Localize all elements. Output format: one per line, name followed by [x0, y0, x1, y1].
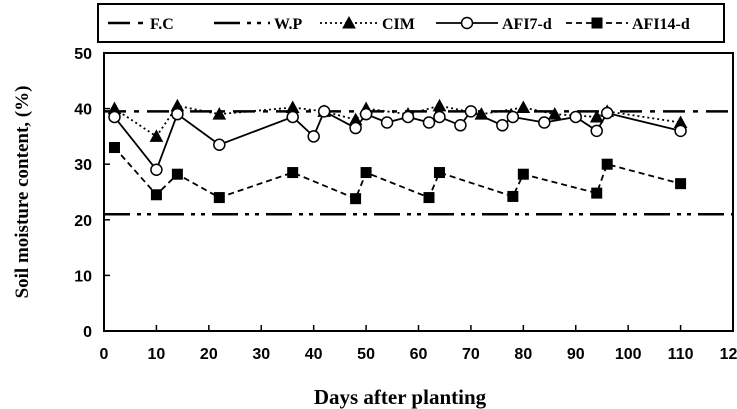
legend-item: W.P [214, 16, 303, 33]
data-point [464, 105, 478, 118]
data-point [150, 163, 163, 177]
x-tick-label: 60 [410, 346, 428, 363]
x-tick-label: 0 [100, 346, 109, 363]
legend-marker [591, 17, 603, 29]
data-point [108, 142, 120, 154]
data-point [454, 119, 467, 132]
data-point [601, 158, 613, 170]
data-point [359, 107, 373, 121]
y-axis: 0 10 20 30 40 50 [74, 46, 110, 341]
x-tick-label: 20 [200, 346, 218, 363]
data-point [150, 189, 162, 201]
data-point [675, 178, 687, 190]
data-point [171, 107, 184, 121]
data-point [349, 121, 362, 135]
legend-label: W.P [274, 16, 303, 33]
data-point [591, 187, 603, 199]
data-point [350, 193, 362, 205]
series-afi14-d [108, 142, 687, 205]
data-point [287, 167, 299, 179]
y-tick-label: 50 [74, 46, 92, 63]
x-tick-label: 120 [720, 346, 737, 363]
y-tick-label: 40 [74, 102, 92, 119]
legend-label: AFI14-d [632, 16, 690, 33]
data-point [590, 124, 603, 138]
x-tick-label: 10 [148, 346, 166, 363]
legend-label: AFI7-d [502, 16, 552, 33]
x-axis: 0 10 20 30 40 50 60 70 80 90 100 110 120 [100, 325, 737, 363]
x-tick-label: 80 [514, 346, 532, 363]
data-point [674, 124, 687, 138]
data-series [104, 98, 733, 216]
legend-item: CIM [320, 15, 415, 33]
data-point [507, 190, 519, 202]
x-tick-label: 70 [462, 346, 480, 363]
series-line [113, 146, 681, 200]
legend-item: F.C [108, 16, 174, 33]
x-tick-label: 40 [305, 346, 323, 363]
legend: F.C W.P CIM AFI7-d AFI14-d [108, 15, 690, 33]
plot-area [103, 52, 734, 332]
data-point [547, 107, 562, 120]
legend-marker [342, 15, 356, 29]
legend-marker [460, 16, 474, 30]
data-point [496, 119, 509, 132]
data-point [433, 110, 446, 124]
data-point [286, 110, 299, 124]
legend-item: AFI7-d [436, 16, 552, 33]
data-point [317, 105, 331, 118]
series-afi7-d [108, 105, 687, 177]
data-point [433, 167, 445, 179]
x-tick-label: 50 [357, 346, 375, 363]
data-point [423, 192, 435, 204]
data-point [589, 109, 604, 123]
data-point [108, 110, 121, 124]
x-axis-title: Days after planting [314, 385, 487, 409]
data-point [517, 168, 529, 180]
series-line [113, 110, 681, 172]
y-tick-label: 0 [83, 324, 92, 341]
legend-item: AFI14-d [566, 16, 690, 33]
legend-label: F.C [150, 16, 174, 33]
x-tick-label: 30 [252, 346, 270, 363]
data-point [360, 167, 372, 179]
legend-label: CIM [382, 16, 415, 33]
data-point [380, 116, 394, 129]
data-point [213, 192, 225, 204]
data-point [506, 110, 520, 124]
data-point [212, 107, 227, 120]
data-point [600, 106, 614, 120]
y-tick-label: 10 [74, 268, 92, 285]
data-point [401, 110, 415, 124]
data-point [538, 116, 551, 129]
y-tick-label: 20 [74, 213, 92, 230]
x-tick-label: 90 [567, 346, 585, 363]
y-tick-label: 30 [74, 157, 92, 174]
data-point [516, 100, 531, 113]
y-axis-title: Soil moisture content, (%) [12, 86, 33, 299]
data-point [171, 168, 183, 180]
data-point [569, 110, 582, 124]
data-point [422, 116, 436, 129]
x-tick-label: 110 [668, 346, 694, 363]
data-point [149, 129, 164, 142]
data-point [307, 130, 320, 143]
x-tick-label: 100 [615, 346, 642, 363]
data-point [213, 138, 226, 151]
